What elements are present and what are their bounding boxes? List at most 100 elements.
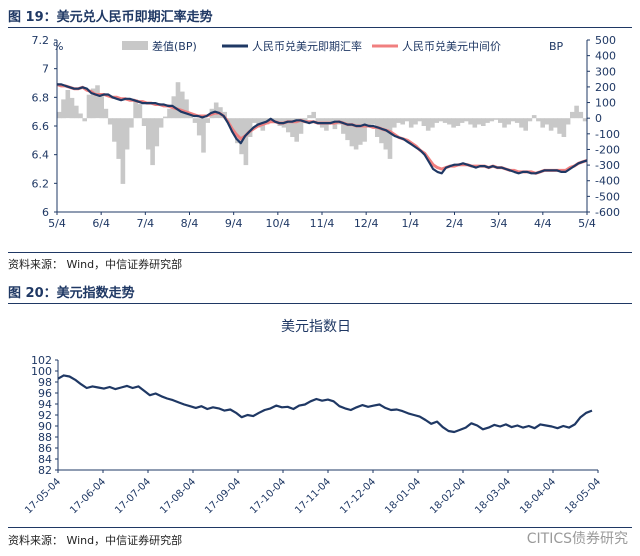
spread-bar [256, 118, 261, 128]
spread-bar [124, 118, 130, 150]
spread-bar [298, 118, 304, 134]
spread-bar [167, 108, 172, 119]
spread-bar [247, 118, 253, 137]
x-tick-label: 18-01-04 [383, 476, 423, 516]
spread-bar [57, 111, 62, 119]
spread-bar [459, 118, 465, 123]
spread-bar [519, 118, 524, 128]
figure19-source: 资料来源： Wind，中信证券研究部 [8, 258, 183, 271]
y-tick-label: 94 [38, 398, 52, 411]
y-tick-label: 6 [42, 206, 49, 219]
y-tick-label: 6.4 [32, 149, 50, 162]
legend-label: 差值(BP) [152, 39, 197, 53]
x-tick-label: 3/4 [490, 217, 508, 230]
spread-bar [252, 118, 257, 123]
spread-bar [230, 118, 236, 133]
spread-bar [561, 118, 567, 137]
spread-bar [582, 118, 588, 122]
x-tick-label: 18-02-04 [428, 476, 468, 516]
x-tick-label: 8/4 [181, 217, 199, 230]
spread-bar [345, 118, 350, 141]
spread-bar [184, 99, 189, 119]
spread-bar [294, 118, 299, 142]
spread-bar [531, 115, 537, 119]
spread-bar [213, 102, 219, 119]
y-tick-label: 102 [31, 354, 52, 367]
fx-axes: 6 6.2 6.4 6.6 6.8 7 7.2 -600 -500 -400 -300 -200 -10… [32, 34, 620, 230]
x-tick-label: 12/4 [354, 217, 379, 230]
spread-bar [69, 97, 75, 119]
spread-bar [307, 115, 312, 119]
spot-rate-line [57, 83, 588, 175]
dxy-line [57, 374, 593, 434]
y2-tick-label: 300 [595, 65, 616, 78]
y-tick-label: 84 [38, 453, 52, 466]
x-tick-label: 17-12-04 [338, 476, 378, 516]
spread-bar [387, 118, 393, 159]
spread-bar [557, 118, 562, 134]
x-tick-label: 2/4 [446, 217, 464, 230]
x-tick-label: 18-03-04 [473, 476, 513, 516]
spread-bar [540, 118, 545, 128]
legend-label: 人民币兑美元即期汇率 [252, 39, 362, 53]
x-tick-label: 18-05-04 [563, 476, 603, 516]
x-tick-label: 5/4 [578, 217, 596, 230]
spread-bar [379, 118, 384, 144]
figure20-bottom-rule [8, 527, 632, 528]
y-tick-label: 82 [38, 464, 52, 477]
y2-tick-label: -600 [595, 206, 620, 219]
y-tick-label: 6.2 [32, 177, 50, 190]
spread-bar [523, 118, 528, 131]
y-tick-label: 100 [31, 365, 52, 378]
figure20-title: 图 20：美元指数走势 [8, 286, 135, 301]
spread-bar [485, 118, 490, 123]
legend-swatch-area [122, 41, 148, 50]
left-unit-label: % [53, 40, 63, 53]
y-tick-label: 88 [38, 431, 52, 444]
spread-bar [163, 116, 168, 119]
x-tick-label: 17-05-04 [23, 476, 63, 516]
dxy-chart-title: 美元指数日 [281, 319, 351, 335]
spread-bar [349, 118, 355, 147]
x-tick-label: 1/4 [401, 217, 419, 230]
x-tick-label: 17-09-04 [203, 476, 243, 516]
y-tick-label: 86 [38, 442, 52, 455]
spread-bar [129, 118, 134, 128]
spread-bar [61, 99, 66, 119]
spread-bar [434, 118, 439, 123]
spread-bar [358, 118, 363, 145]
figure19-bottom-rule [8, 252, 632, 253]
spread-bar [438, 118, 444, 122]
y2-tick-label: 100 [595, 97, 616, 110]
spread-bar [116, 118, 121, 159]
y-tick-label: 96 [38, 387, 52, 400]
spread-bar [396, 118, 401, 123]
spread-bar [341, 118, 346, 134]
spread-bar [548, 118, 554, 131]
spread-bar [536, 118, 541, 122]
x-tick-label: 17-07-04 [113, 476, 153, 516]
spread-bar [400, 118, 405, 125]
spread-bar [137, 104, 143, 119]
spread-bar [82, 118, 87, 122]
spread-bar [196, 118, 202, 136]
spread-bar [328, 118, 333, 123]
spread-bar [447, 118, 452, 125]
spread-bar [417, 118, 422, 122]
spread-bar [74, 105, 79, 119]
x-tick-label: 18-04-04 [518, 476, 558, 516]
y-tick-label: 7 [42, 63, 49, 76]
spread-bar [408, 118, 414, 128]
spread-bar [392, 118, 397, 128]
fx-chart: 6 6.2 6.4 6.6 6.8 7 7.2 -600 -500 -400 -300 -200 -10… [32, 34, 620, 230]
spread-bar [146, 118, 151, 150]
spread-bar [95, 85, 100, 119]
spread-bar [565, 118, 571, 125]
y-tick-label: 6.8 [32, 91, 50, 104]
spread-bar [243, 118, 249, 166]
spread-bar [421, 118, 427, 126]
fx-line-series [56, 82, 588, 175]
spread-bar [141, 118, 147, 126]
y-tick-label: 92 [38, 409, 52, 422]
